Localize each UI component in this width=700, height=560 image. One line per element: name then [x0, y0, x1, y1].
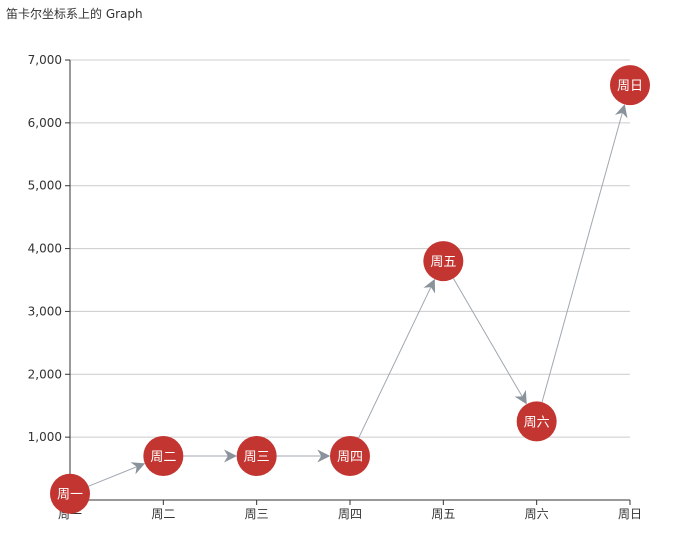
y-tick-label: 1,000 — [28, 430, 62, 444]
x-tick-label: 周三 — [245, 507, 269, 521]
graph-node[interactable] — [610, 65, 650, 106]
graph-node-label: 周一 — [57, 488, 83, 503]
graph-node[interactable] — [50, 473, 90, 514]
graph-link — [541, 104, 628, 403]
graph-node-label: 周四 — [337, 450, 363, 465]
graph-node[interactable] — [516, 401, 557, 442]
y-tick-label: 7,000 — [28, 53, 62, 67]
chart-title: 笛卡尔坐标系上的 Graph — [6, 7, 143, 21]
x-tick-label: 周五 — [431, 507, 455, 521]
y-tick-label: 5,000 — [28, 179, 62, 193]
graph-node-label: 周三 — [244, 450, 270, 465]
y-tick-label: 4,000 — [28, 242, 62, 256]
graph-link — [358, 278, 436, 439]
graph-node-label: 周六 — [524, 415, 550, 430]
graph-link — [452, 278, 527, 405]
graph-node[interactable] — [143, 436, 184, 476]
graph-node-label: 周日 — [617, 79, 643, 94]
y-tick-label: 6,000 — [28, 116, 62, 130]
x-tick-label: 周日 — [618, 507, 642, 521]
graph-link — [88, 462, 146, 487]
y-tick-label: 3,000 — [28, 304, 62, 318]
x-tick-label: 周二 — [151, 507, 175, 521]
graph-node-label: 周二 — [150, 450, 176, 465]
graph-node[interactable] — [236, 436, 277, 476]
graph-node[interactable] — [330, 436, 370, 476]
graph-node[interactable] — [423, 241, 464, 282]
y-tick-label: 2,000 — [28, 367, 62, 381]
x-tick-label: 周四 — [338, 507, 362, 521]
graph-node-label: 周五 — [430, 255, 456, 270]
x-tick-label: 周六 — [525, 507, 549, 521]
